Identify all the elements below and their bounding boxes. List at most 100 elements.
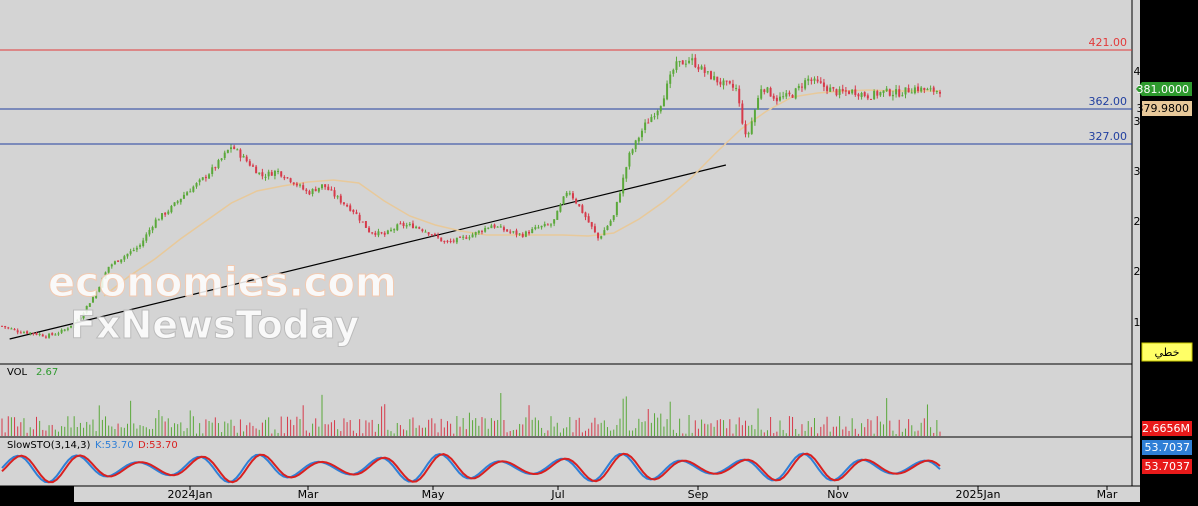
candle-body [390,229,393,231]
candle-body [804,80,807,89]
candle-body [336,196,339,198]
candle-body [772,95,775,99]
candle-body [826,86,829,92]
candle-body [120,259,123,263]
candle-body [386,230,389,234]
candle-body [490,225,493,229]
candle-body [499,226,502,228]
candle-body [735,88,738,90]
candle-body [302,185,305,190]
candle-body [731,83,734,88]
candle-body [13,329,16,331]
candle-body [214,167,217,169]
candle-body [1,325,3,327]
candle-body [132,250,135,252]
candle-body [352,209,355,213]
candle-body [647,122,650,124]
candle-body [204,176,207,179]
candle-body [788,92,791,95]
candle-body [4,326,7,328]
volume-badge: 2.6656M [1142,421,1192,436]
candle-body [70,325,73,328]
candle-body [822,82,825,87]
candle-body [179,198,182,203]
candle-body [807,78,810,81]
candle-body [192,186,195,192]
candle-body [251,165,254,167]
candle-body [684,63,687,65]
candle-body [396,224,399,231]
candle-body [371,232,374,234]
candle-body [794,88,797,99]
stochastic-k-badge: 53.7037 [1142,440,1192,455]
candle-body [79,317,82,320]
candle-body [515,230,518,235]
candle-body [333,190,336,197]
support-trendline[interactable] [9,164,727,340]
candle-body [662,98,665,107]
candle-body [361,221,364,223]
candle-body [26,331,29,334]
candle-body [753,110,756,123]
candle-body [16,330,19,333]
candle-body [405,225,408,227]
candle-body [744,124,747,135]
candle-body [255,166,258,174]
candle-body [38,333,41,336]
candle-body [41,334,44,337]
candle-body [512,231,515,233]
candle-body [593,226,596,233]
candle-body [135,247,138,250]
level-label-421: 421.00 [1089,36,1128,49]
candle-body [424,231,427,233]
x-tick-label: Mar [1097,488,1118,501]
candle-body [258,172,261,175]
candle-body [63,329,66,331]
candle-body [471,234,474,238]
candle-body [584,212,587,218]
chart-mode-badge[interactable]: خطي [1141,342,1193,362]
candle-body [239,149,242,158]
candle-body [581,205,584,213]
level-label-362: 362.00 [1089,95,1128,108]
candle-body [220,158,223,160]
candle-body [537,227,540,229]
candle-body [640,130,643,138]
candle-body [487,227,490,229]
candle-body [763,89,766,93]
candle-body [117,260,120,262]
candle-body [935,90,938,92]
y-tick-250: 250.0000 [1134,215,1187,228]
candle-body [829,87,832,92]
candle-body [383,232,386,235]
candle-body [267,171,270,177]
y-tick-300: 300.0000 [1134,165,1187,178]
candle-body [659,106,662,112]
candle-body [339,195,342,203]
candle-body [706,71,709,73]
candle-body [48,333,51,338]
candle-body [477,230,480,234]
candle-body [666,83,669,100]
candle-body [575,198,578,204]
candle-body [650,117,653,122]
candle-body [694,57,697,67]
candle-body [443,241,446,243]
candle-body [29,332,32,334]
candle-body [863,92,866,97]
candle-body [98,286,101,292]
candle-body [198,179,201,183]
candle-body [791,95,794,98]
x-tick-label: May [422,488,445,501]
candle-body [860,92,863,98]
candle-body [427,232,430,235]
candle-body [330,189,333,191]
candle-body [73,322,76,326]
candle-body [496,226,499,228]
stochastic-d-label: D:53.70 [138,440,178,451]
candle-body [277,170,280,172]
candle-body [484,228,487,232]
candle-body [437,235,440,238]
candle-body [126,253,129,257]
